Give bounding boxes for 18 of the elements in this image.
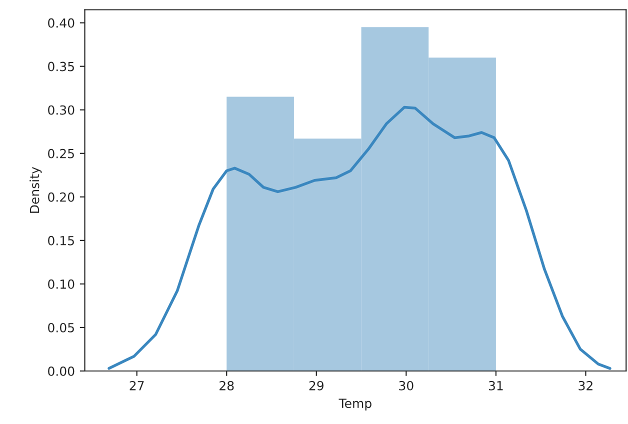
y-tick-label: 0.40	[48, 18, 74, 28]
x-axis-title: Temp	[338, 398, 372, 410]
y-tick-label: 0.30	[48, 105, 74, 115]
y-tick-label: 0.10	[48, 279, 74, 289]
y-tick-label: 0.05	[48, 322, 74, 332]
x-tick-label: 28	[220, 380, 234, 390]
y-tick-label: 0.20	[48, 192, 74, 202]
x-tick-label: 32	[578, 380, 592, 390]
y-tick-label: 0.35	[48, 62, 74, 72]
x-tick-label: 30	[399, 380, 414, 390]
y-axis-title: Density	[30, 166, 42, 213]
x-tick-label: 29	[309, 380, 324, 390]
x-tick-label: 31	[488, 380, 503, 390]
line-series	[108, 106, 612, 370]
x-tick-label: 27	[130, 380, 144, 390]
y-tick-label: 0.15	[48, 236, 74, 246]
y-tick-label: 0.00	[48, 366, 74, 376]
y-tick-label: 0.25	[48, 148, 74, 158]
